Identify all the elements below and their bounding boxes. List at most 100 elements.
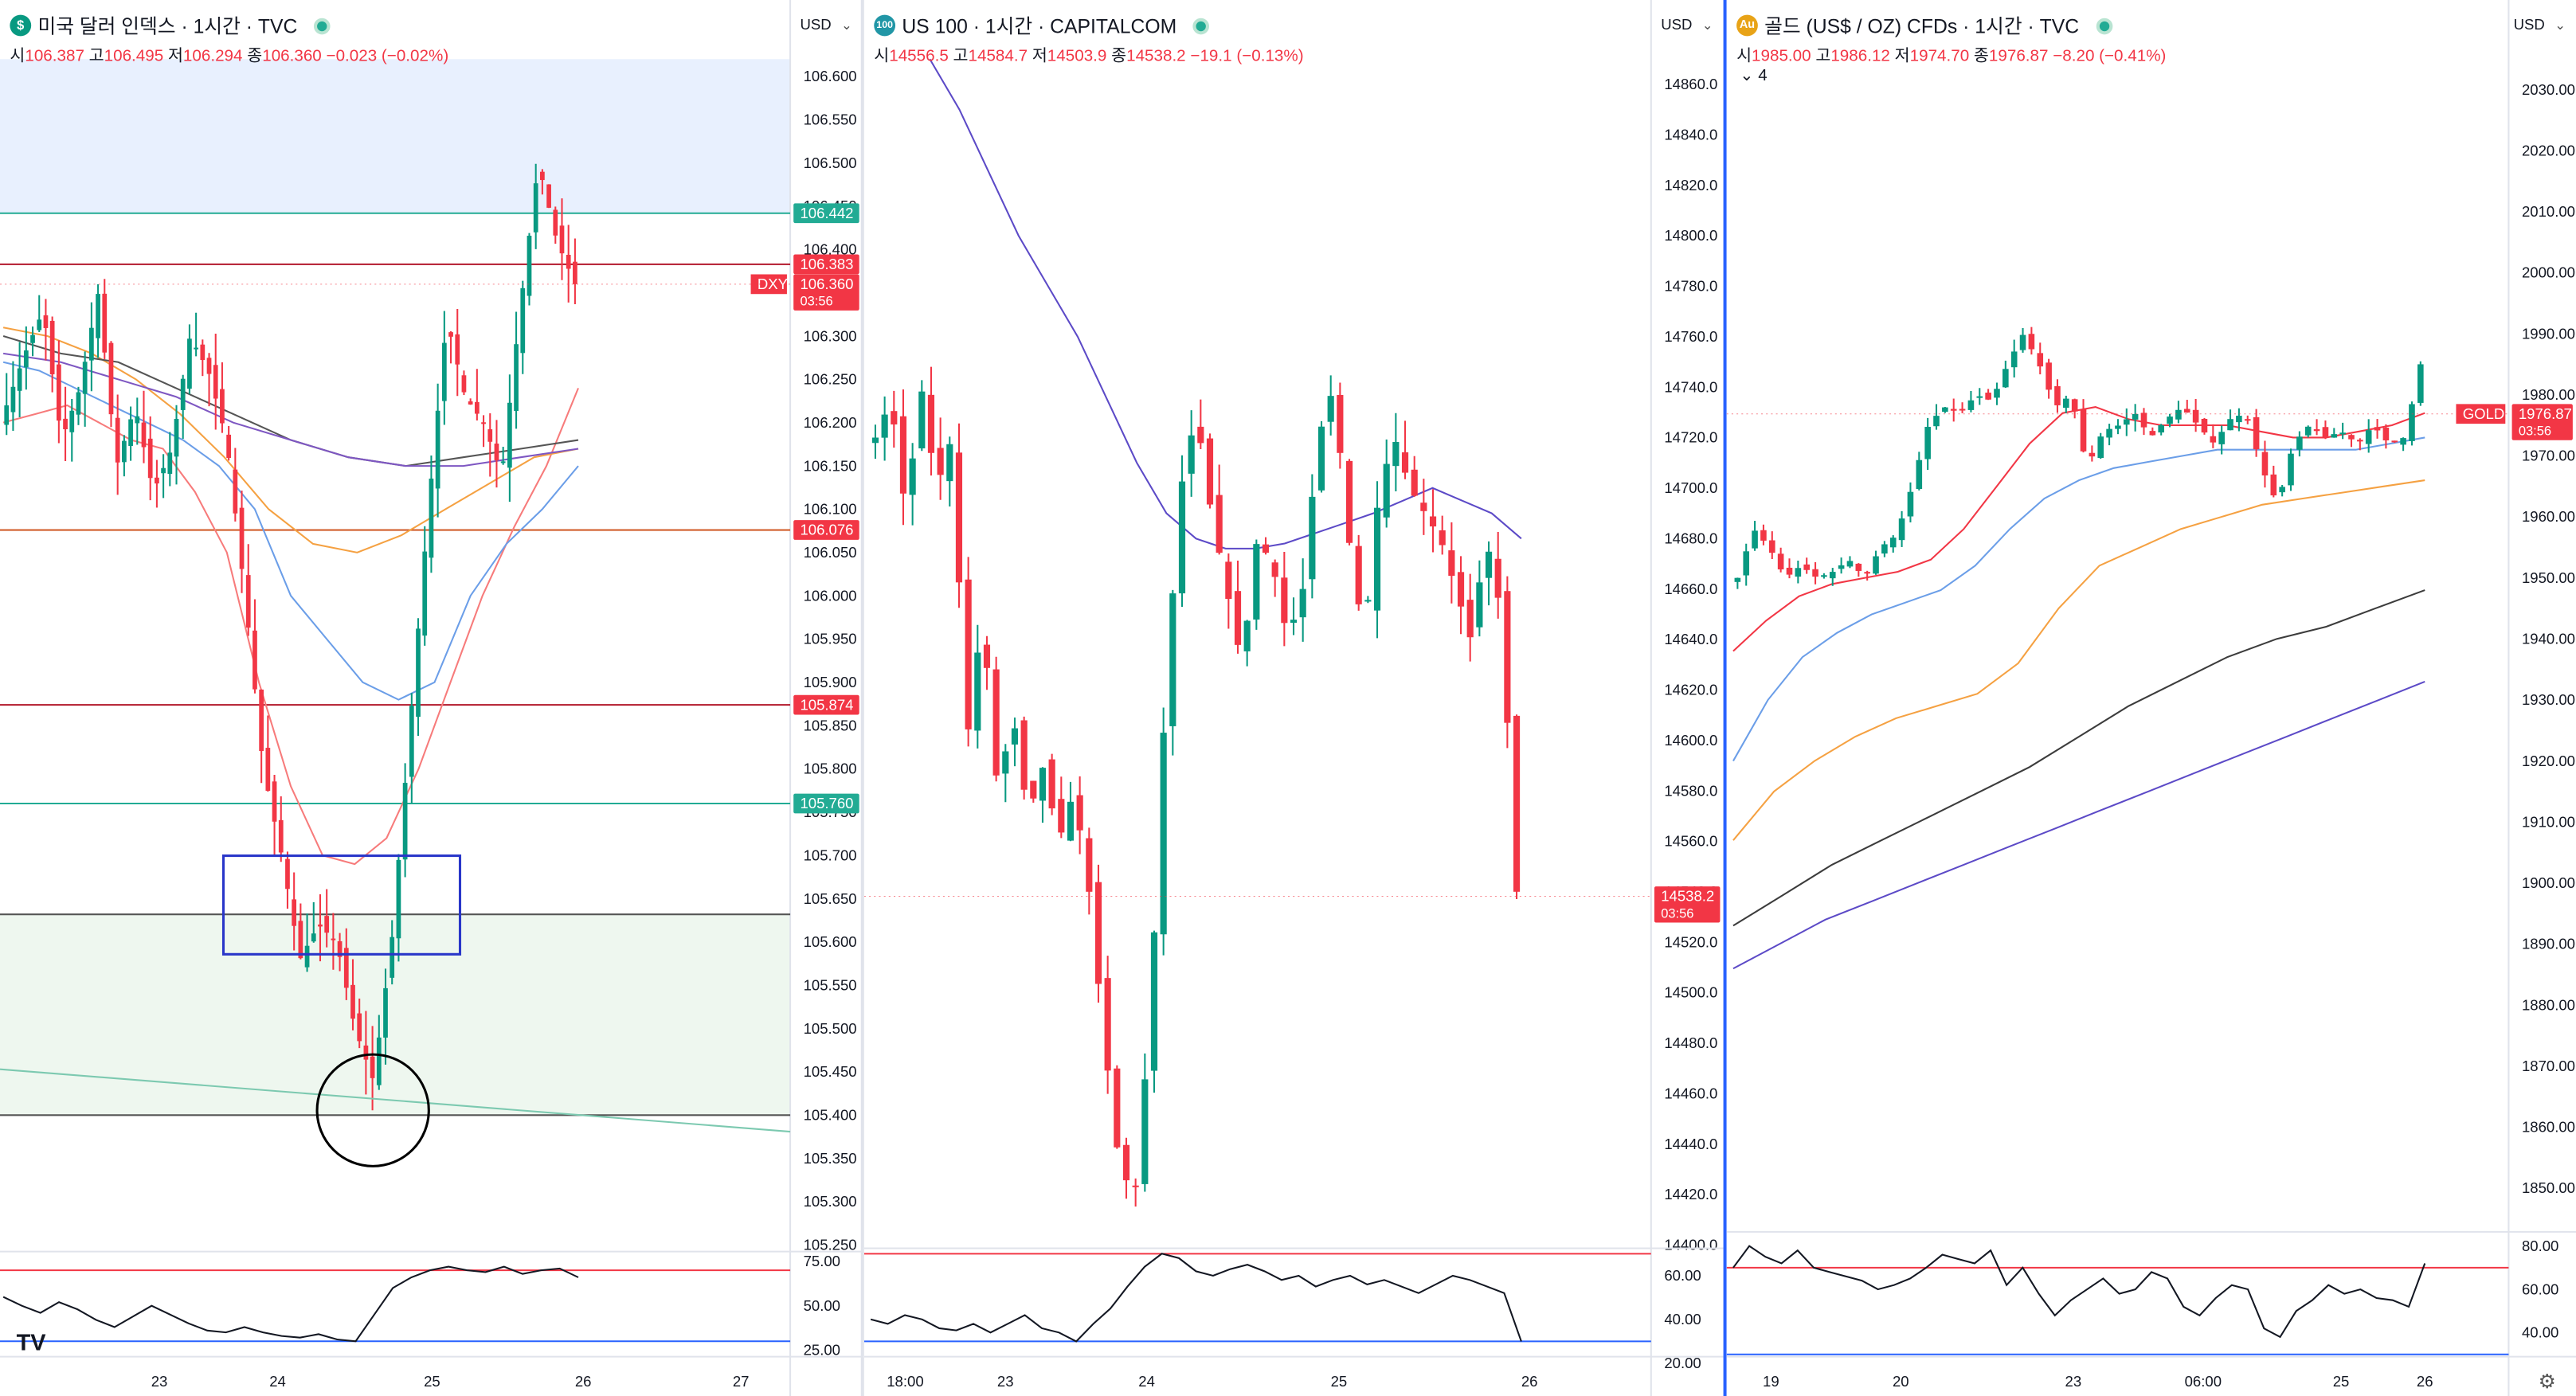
candle-body	[2279, 487, 2285, 493]
candle-body	[429, 478, 434, 558]
candle-body	[455, 334, 460, 365]
candle-body	[2123, 419, 2130, 425]
price-tick-label: 105.600	[804, 933, 857, 950]
dxy-chart-canvas[interactable]: 106.600106.550106.500106.450106.400106.3…	[0, 0, 863, 1396]
candle-body	[481, 422, 486, 424]
candle-body	[1039, 768, 1047, 801]
gold-title-bar[interactable]: Au 골드 (US$ / OZ) CFDs · 1시간 · TVC	[1736, 11, 2112, 39]
candle-body	[292, 899, 297, 926]
price-label-text: 106.076	[800, 522, 853, 538]
candle-body	[376, 1037, 382, 1085]
candle-body	[108, 342, 114, 415]
dxy-ohlc-legend: 시106.387 고106.495 저106.294 종106.360 −0.0…	[10, 47, 449, 66]
candle-body	[1881, 544, 1888, 554]
candle-body	[500, 461, 506, 463]
us100-title-bar[interactable]: 100 US 100 · 1시간 · CAPITALCOM	[874, 11, 1210, 39]
oscillator-tick-label: 40.00	[2522, 1324, 2558, 1341]
oscillator-tick-label: 60.00	[2522, 1281, 2558, 1297]
price-label-box	[1654, 886, 1721, 923]
chart-panel-gold[interactable]: 2030.00 2020.00 2010.00 2000.00 1990.00 1980.…	[1726, 0, 2576, 1396]
candle-body	[304, 945, 310, 968]
chart-panel-dxy[interactable]: 106.600106.550106.500106.450106.400106.3…	[0, 0, 863, 1396]
candle-body	[115, 417, 120, 463]
indicators-collapse-toggle[interactable]: ⌄ 4	[1740, 67, 1768, 86]
candle-body	[1439, 530, 1446, 545]
candle-body	[2374, 427, 2381, 431]
price-tick-label: 105.400	[804, 1107, 857, 1124]
price-tick-label: 1990.00	[2522, 325, 2575, 342]
chart-panel-us100[interactable]: 14860.0 14840.0 14820.0 14800.0 14780.0 14760…	[863, 0, 1724, 1396]
oscillator-tick-label: 80.00	[2522, 1238, 2558, 1254]
price-tick-label: 105.950	[804, 631, 857, 647]
candle-body	[96, 294, 100, 338]
price-tick-label: 1860.00	[2522, 1119, 2575, 1136]
date-tick-label: 18:00	[887, 1373, 923, 1390]
price-label-tag: 14538.203:56	[1654, 886, 1721, 923]
candle-body	[4, 405, 10, 425]
active-panel-border	[1723, 0, 1727, 1396]
candle-body	[435, 410, 440, 489]
candle-body	[141, 422, 147, 448]
candle-body	[2331, 434, 2338, 438]
gold-currency-selector[interactable]: USD ⌄	[2513, 16, 2566, 33]
candle-body	[10, 386, 16, 413]
candle-body	[1020, 720, 1028, 790]
candle-body	[1743, 551, 1750, 576]
candle-body	[1485, 551, 1493, 578]
candle-body	[1457, 572, 1465, 607]
settings-gear-icon[interactable]: ⚙	[2538, 1370, 2556, 1393]
price-label-tag: 105.874	[793, 694, 859, 715]
candle-body	[245, 575, 251, 628]
moving-average-line	[1732, 479, 2425, 841]
price-tick-label: 1970.00	[2522, 448, 2575, 464]
candle-body	[2175, 409, 2182, 420]
moving-average-line	[2, 387, 579, 866]
candle-body	[1345, 460, 1353, 543]
candle-body	[161, 467, 166, 474]
candle-body	[122, 440, 127, 463]
candle-body	[2106, 428, 2112, 438]
candle-body	[69, 410, 75, 432]
candle-body	[2348, 435, 2355, 440]
candle-body	[88, 327, 94, 361]
candle-body	[2167, 416, 2173, 424]
candle-body	[1030, 780, 1037, 799]
candle-body	[1448, 550, 1455, 577]
candle-body	[546, 184, 551, 208]
price-tick-label: 106.400	[804, 241, 857, 258]
candle-body	[17, 368, 22, 391]
candle-body	[278, 819, 284, 853]
oscillator-tick-label: 60.00	[1664, 1267, 1701, 1284]
us100-currency-selector[interactable]: USD ⌄	[1661, 16, 1713, 33]
oscillator-line	[870, 1253, 1522, 1343]
panel-divider[interactable]	[860, 0, 864, 1396]
us100-chart-canvas[interactable]: 14860.0 14840.0 14820.0 14800.0 14780.0 14760…	[863, 0, 1724, 1396]
candle-body	[357, 1013, 362, 1042]
dxy-title-bar[interactable]: $ 미국 달러 인덱스 · 1시간 · TVC	[10, 11, 331, 39]
price-label-tag: 106.076	[793, 520, 859, 540]
price-tick-label: 105.550	[804, 976, 857, 993]
gold-chart-canvas[interactable]: 2030.002020.002010.002000.001990.001980.…	[1726, 0, 2576, 1396]
candle-body	[2339, 432, 2346, 435]
price-tick-label: 106.300	[804, 327, 857, 344]
dxy-currency-selector[interactable]: USD ⌄	[800, 16, 852, 33]
candle-body	[1812, 569, 1818, 577]
price-tick-label: 106.150	[804, 457, 857, 474]
candle-body	[30, 334, 35, 343]
candle-body	[1768, 540, 1775, 553]
date-tick-label: 23	[2065, 1373, 2082, 1390]
candle-body	[1281, 577, 1288, 624]
candle-body	[2288, 453, 2294, 486]
drawn-rectangle	[221, 854, 462, 956]
price-tick-label: 14660.0	[1664, 581, 1717, 597]
gold-symbol-icon: Au	[1736, 14, 1758, 37]
candle-body	[2253, 416, 2260, 450]
candle-body	[422, 551, 428, 636]
price-tick-label: 105.800	[804, 761, 857, 777]
price-tick-label: 106.500	[804, 154, 857, 171]
candle-body	[1197, 426, 1204, 444]
chevron-down-icon: ⌄	[1701, 18, 1713, 33]
price-tick-label: 14720.0	[1664, 429, 1717, 446]
candle-body	[298, 921, 303, 959]
candle-body	[1206, 438, 1214, 505]
